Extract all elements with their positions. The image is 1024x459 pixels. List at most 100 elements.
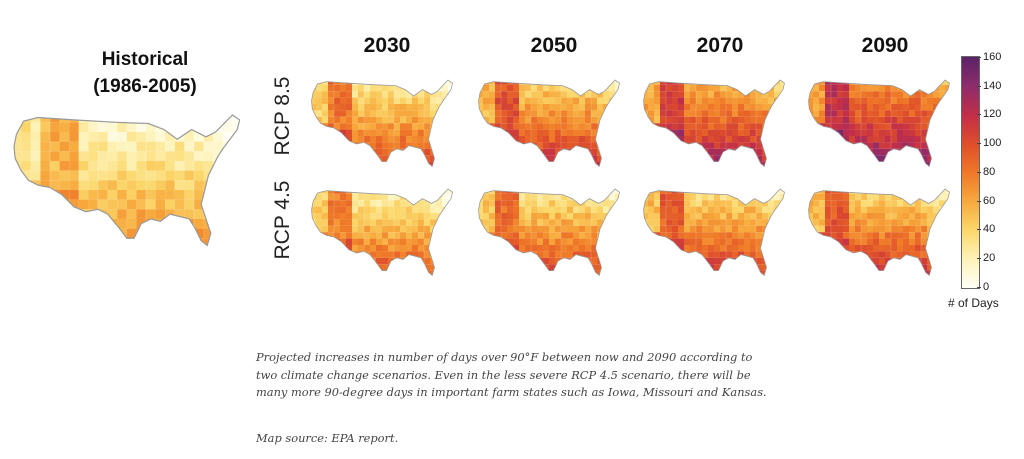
heat-cell [939,116,945,124]
heat-cell [837,264,843,271]
heat-cell [945,80,950,85]
heat-cell [311,245,316,252]
heat-cell [591,219,597,226]
heat-cell [708,283,714,285]
heat-cell [424,206,430,213]
heat-cell [642,174,648,176]
heat-cell [762,104,768,111]
heat-cell [184,228,194,239]
heat-cell [609,136,615,143]
heat-cell [352,219,358,226]
heat-cell [370,97,376,104]
heat-cell [933,80,939,85]
heat-cell [107,122,118,132]
heat-cell [483,193,489,201]
heat-cell [507,257,513,265]
heat-cell [174,180,185,190]
heat-cell [213,248,223,258]
heat-cell [555,277,561,283]
heat-cell [855,104,861,111]
heat-cell [579,136,585,143]
heat-cell [519,123,525,130]
heat-cell [483,123,489,130]
heat-cell [643,91,648,98]
heat-cell [561,91,567,98]
heat-cell [555,189,561,194]
heat-cell [346,104,352,111]
heat-cell [232,238,240,246]
heat-cell [609,251,615,258]
heat-cell [579,174,585,176]
heat-cell [696,219,702,226]
heat-cell [708,257,714,265]
heat-cell [424,257,430,265]
heat-cell [489,84,495,92]
heat-cell [382,174,388,176]
heat-cell [513,136,519,143]
heat-cell [561,104,567,111]
heat-cell [311,110,316,117]
heat-cell [885,168,891,174]
heat-cell [585,91,591,98]
heat-cell [909,116,915,124]
heat-cell [903,72,909,78]
heat-cell [184,258,194,260]
heat-cell [59,160,70,171]
heat-cell [585,72,591,78]
heat-cell [394,161,400,167]
heat-cell [352,136,358,143]
heat-cell [774,161,780,167]
heat-cell [483,181,489,187]
heat-cell [442,200,448,207]
heat-cell [501,97,507,104]
heat-cell [322,148,328,156]
heat-cell [843,189,849,194]
heat-cell [819,257,825,265]
heat-cell [813,155,819,162]
heat-cell [780,136,785,143]
heat-cell [762,72,768,78]
heat-cell [471,181,477,187]
heat-cell [585,238,591,245]
heat-cell [483,104,489,111]
heat-cell [855,123,861,130]
heat-cell [146,258,156,260]
heat-cell [609,189,615,194]
map-rcp45-2030 [304,181,454,285]
heat-cell [654,110,660,117]
heat-cell [340,142,346,149]
heat-cell [69,248,79,258]
heat-cell [879,110,885,117]
heat-cell [489,245,495,252]
heat-cell [436,200,442,207]
heat-cell [891,104,897,111]
heat-cell [40,122,50,132]
heat-cell [579,181,585,187]
heat-cell [933,168,939,174]
heat-cell [897,189,903,194]
heat-cell [921,219,927,226]
heat-cell [672,277,678,283]
heat-cell [939,232,945,239]
heat-cell [340,174,346,176]
heat-cell [483,238,489,245]
heat-cell [98,199,108,210]
heat-cell [117,199,127,210]
heat-cell [648,168,654,174]
heat-cell [316,136,322,143]
heat-cell [519,257,525,265]
heat-cell [666,213,672,220]
heat-cell [531,91,537,98]
heat-cell [573,189,579,194]
heat-cell [696,161,702,167]
heat-cell [549,219,555,226]
legend-tick: 40 [976,223,996,235]
heat-cell [945,232,950,239]
heat-cell [567,142,573,149]
heat-cell [648,200,654,207]
heat-cell [155,228,166,239]
heat-cell [165,258,175,260]
heat-cell [117,115,127,123]
heat-cell [59,228,70,239]
heat-cell [12,258,22,260]
